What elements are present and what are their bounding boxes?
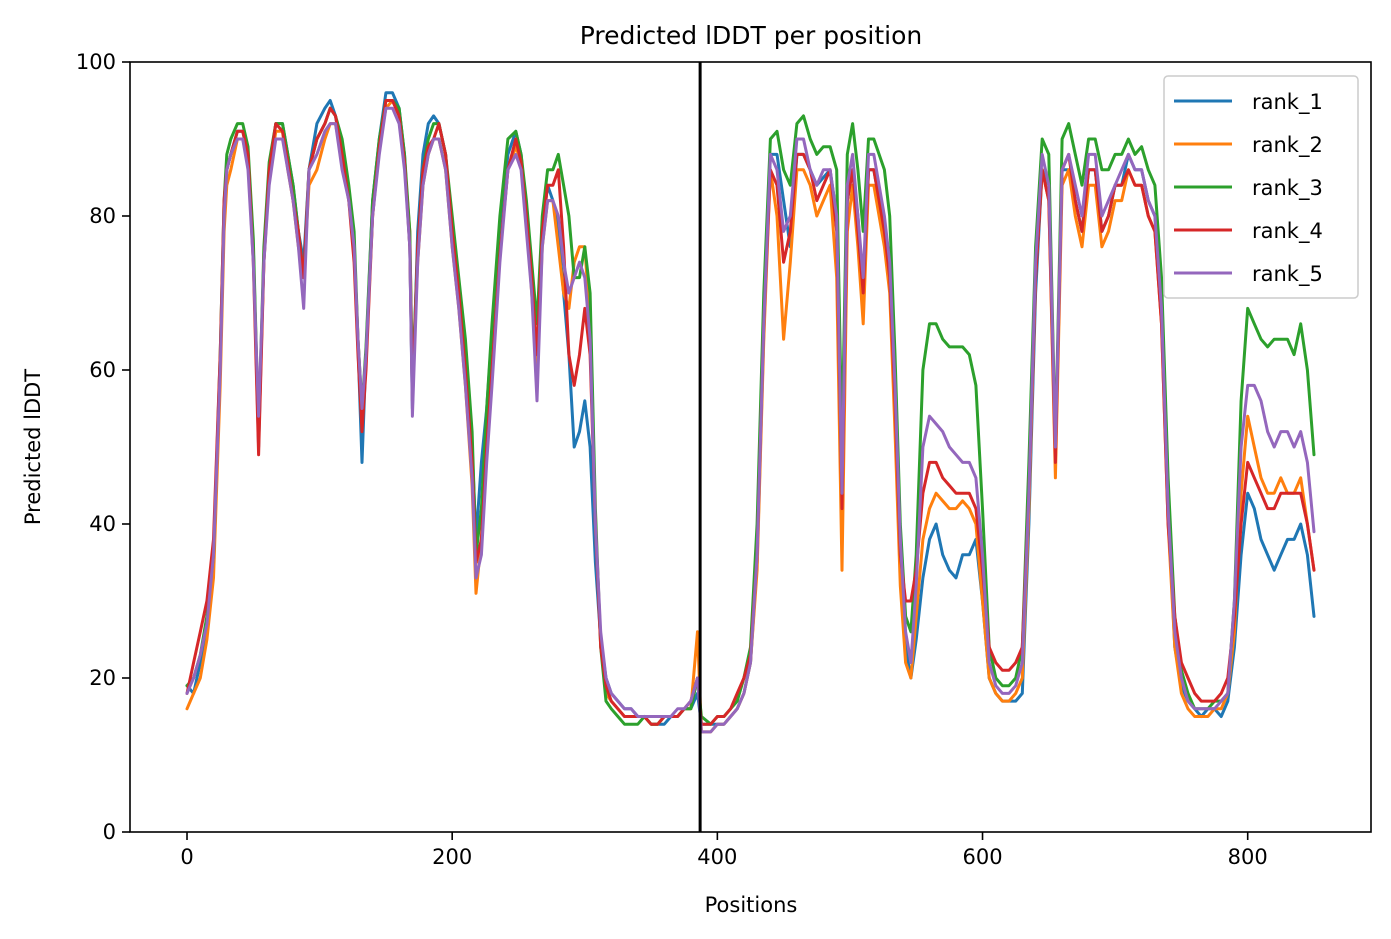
x-tick-label: 0 <box>180 845 193 869</box>
legend-label: rank_3 <box>1252 176 1323 201</box>
x-tick-label: 400 <box>697 845 737 869</box>
y-tick-label: 20 <box>89 666 116 690</box>
y-axis: 0 20 40 60 80 100 <box>76 50 130 844</box>
y-tick-label: 0 <box>103 820 116 844</box>
y-tick-label: 40 <box>89 512 116 536</box>
series-line-rank-5 <box>185 106 1316 734</box>
y-tick-label: 80 <box>89 204 116 228</box>
legend-label: rank_2 <box>1252 133 1323 158</box>
x-tick-label: 800 <box>1228 845 1268 869</box>
legend-label: rank_4 <box>1252 219 1323 244</box>
plot-lines <box>185 91 1316 734</box>
chart-title: Predicted lDDT per position <box>580 21 922 50</box>
legend: rank_1 rank_2 rank_3 rank_4 rank_5 <box>1163 75 1359 299</box>
x-tick-label: 200 <box>432 845 472 869</box>
x-axis-title: Positions <box>705 893 798 917</box>
plot-frame <box>129 61 1372 833</box>
y-tick-label: 60 <box>89 358 116 382</box>
legend-label: rank_1 <box>1252 90 1323 115</box>
x-axis: 0 200 400 600 800 <box>180 832 1268 869</box>
x-tick-label: 600 <box>962 845 1002 869</box>
legend-box <box>1163 75 1359 299</box>
y-tick-label: 100 <box>76 50 116 74</box>
legend-label: rank_5 <box>1252 262 1323 287</box>
y-axis-title: Predicted lDDT <box>21 369 45 525</box>
